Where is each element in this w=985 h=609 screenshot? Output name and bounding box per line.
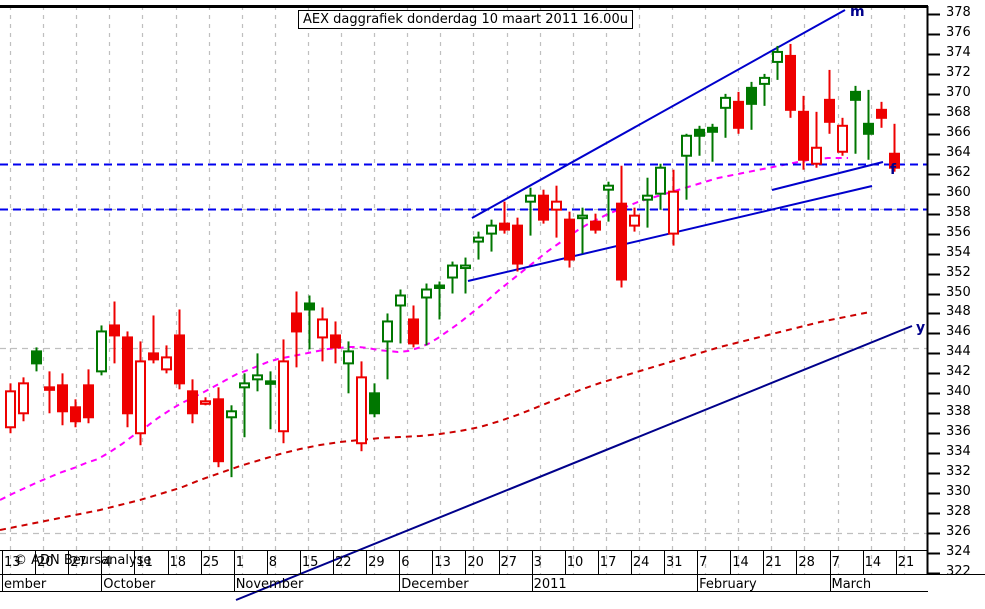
y-axis-tick-label: 364 [946, 144, 971, 160]
x-axis-month-label: October [103, 577, 156, 592]
x-axis-tick-label: 29 [368, 555, 385, 570]
trendline-label-m: m [850, 4, 865, 20]
x-axis-tick-label: 18 [169, 555, 187, 570]
x-axis-tick-label: 7 [699, 555, 708, 570]
y-axis-tick-label: 328 [946, 504, 971, 520]
x-axis-month-label: 2011 [533, 577, 567, 592]
x-axis-tick-label: 27 [500, 555, 518, 570]
x-axis-tick-label: 21 [765, 555, 782, 570]
y-axis-tick-label: 340 [946, 384, 971, 400]
y-axis-tick-label: 358 [946, 204, 971, 220]
x-axis-tick-label: 14 [732, 555, 749, 570]
y-axis-tick-label: 348 [946, 304, 971, 320]
y-axis-tick-label: 354 [946, 244, 971, 260]
x-axis-month-label: ember [4, 577, 47, 592]
x-axis-tick-label: 14 [864, 555, 882, 570]
y-axis-tick-label: 378 [946, 5, 971, 20]
y-axis-tick-label: 332 [946, 464, 971, 480]
y-axis-tick-label: 356 [946, 224, 971, 240]
y-axis-tick-label: 370 [946, 84, 971, 100]
y-axis-tick-label: 344 [946, 344, 971, 360]
y-axis-tick-label: 352 [946, 264, 971, 280]
x-axis-tick-label: 1 [235, 555, 244, 570]
y-axis-tick-label: 336 [946, 424, 971, 440]
moving-average-long-line [0, 311, 871, 531]
x-axis-tick-label: 13 [434, 555, 451, 570]
x-axis-month-label: November [235, 577, 304, 592]
y-axis-ticks [928, 13, 940, 575]
y-axis-tick-label: 366 [946, 124, 971, 140]
y-axis-tick-label: 362 [946, 164, 971, 180]
x-axis-tick-label: 31 [666, 555, 683, 570]
x-axis-tick-label: 3 [533, 555, 542, 570]
x-axis-tick-label: 20 [467, 555, 484, 570]
x-axis-tick-label: 6 [401, 555, 410, 570]
x-axis-tick-label: 22 [335, 555, 352, 570]
horizontal-level-lines [0, 163, 928, 211]
chart-title: AEX daggrafiek donderdag 10 maart 2011 1… [298, 10, 633, 29]
y-axis-tick-label: 374 [946, 44, 971, 60]
y-axis-tick-label: 376 [946, 24, 971, 40]
x-axis-month-label: December [401, 577, 469, 592]
y-axis-tick-label: 326 [946, 524, 971, 540]
y-axis-tick-label: 350 [946, 284, 971, 300]
x-axis-tick-label: 15 [301, 555, 319, 570]
trendline-label-y: y [916, 320, 926, 336]
y-axis-tick-label: 322 [946, 564, 971, 579]
x-axis-tick-label: 4 [103, 555, 112, 570]
x-axis-tick-label: 20 [37, 555, 54, 570]
y-axis-tick-label: 368 [946, 104, 971, 120]
y-axis-tick-label: 324 [946, 544, 971, 560]
x-axis-tick-label: 17 [599, 555, 617, 570]
x-axis-month-label: March [831, 577, 872, 592]
y-axis-tick-label: 342 [946, 364, 971, 380]
y-axis-tick-label: 346 [946, 324, 971, 340]
x-axis-tick-label: 25 [202, 555, 220, 570]
x-axis-tick-label: 24 [632, 555, 650, 570]
candlestick-series [5, 43, 900, 478]
x-axis-month-label: February [699, 577, 757, 592]
x-axis-tick-label: 27 [70, 555, 87, 570]
y-axis-tick-label: 330 [946, 484, 971, 500]
x-axis-tick-label: 28 [798, 555, 815, 570]
x-axis-tick-label: 8 [268, 555, 278, 570]
x-axis-table [2, 551, 897, 592]
plot-frame [0, 5, 985, 592]
x-axis-tick-label: 7 [831, 555, 840, 570]
y-axis-tick-label: 334 [946, 444, 971, 460]
x-axis-tick-label: 13 [4, 555, 21, 570]
y-axis-tick-label: 360 [946, 184, 971, 200]
x-axis-tick-label: 21 [897, 555, 915, 570]
x-axis-tick-label: 10 [566, 555, 584, 570]
copyright-notice: © ADN Beursanalyse [14, 553, 152, 568]
x-axis-tick-label: 11 [136, 555, 153, 570]
y-axis-tick-label: 338 [946, 404, 971, 420]
y-axis-tick-label: 372 [946, 64, 971, 80]
trendline-label-f: f [890, 162, 897, 178]
